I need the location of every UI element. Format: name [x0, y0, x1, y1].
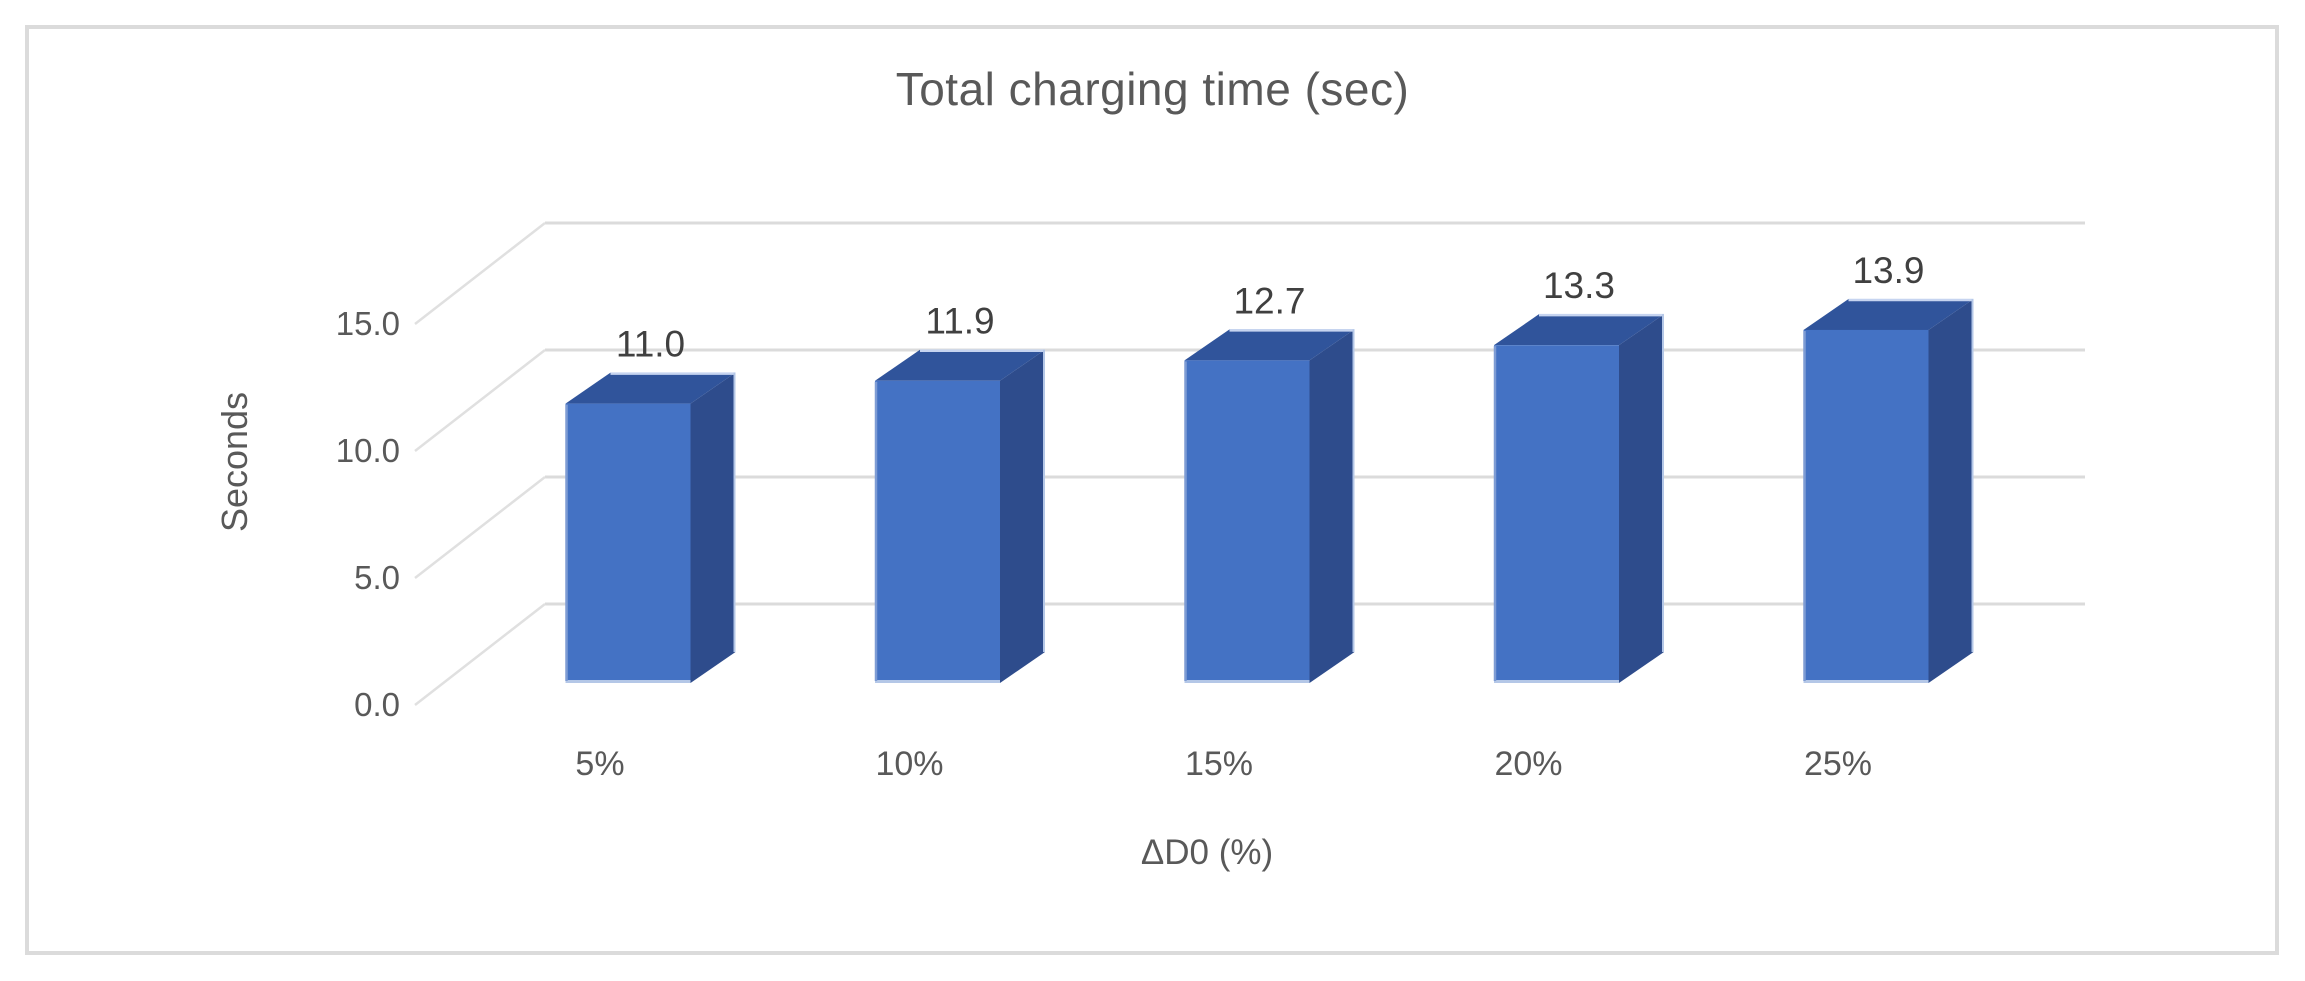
chart-title: Total charging time (sec)	[895, 63, 1410, 115]
axis-depth-line	[414, 603, 546, 706]
x-category-label: 20%	[1494, 745, 1562, 783]
axis-depth-line	[414, 476, 546, 579]
axis-depth-line	[414, 222, 546, 325]
bar-top-face	[875, 349, 1045, 381]
bar-side-face	[1000, 349, 1045, 683]
bar-front-face	[1803, 329, 1929, 683]
bar-data-label: 12.7	[1233, 280, 1305, 321]
bar-side-face	[1619, 314, 1664, 683]
bar-side-face	[690, 372, 736, 683]
bar-data-label: 11.0	[616, 324, 685, 365]
x-category-label: 15%	[1185, 745, 1253, 783]
bar-front-face	[1184, 360, 1310, 683]
bar-data-label: 13.3	[1543, 265, 1615, 306]
bar-top-face	[1494, 314, 1664, 346]
bar-data-label: 11.9	[925, 301, 994, 342]
bar-front-face	[565, 403, 691, 683]
x-axis-title: ΔD0 (%)	[1140, 833, 1274, 872]
x-category-label: 10%	[875, 745, 943, 783]
bar-front-face	[1494, 345, 1619, 683]
x-category-label: 25%	[1804, 745, 1872, 783]
x-category-label: 5%	[575, 745, 624, 783]
bar-top-face	[1184, 329, 1355, 361]
y-tick-label: 5.0	[354, 559, 400, 596]
bar-side-face	[1928, 298, 1974, 683]
y-tick-label: 0.0	[354, 686, 400, 723]
bar-top-face	[1803, 298, 1974, 330]
bar-data-label: 13.9	[1852, 250, 1924, 291]
bar-front-face	[875, 380, 1000, 683]
y-tick-label: 15.0	[336, 305, 400, 342]
y-tick-label: 10.0	[336, 432, 400, 469]
axis-depth-line	[414, 349, 546, 452]
bar-side-face	[1309, 329, 1355, 683]
bar-top-face	[565, 372, 736, 404]
